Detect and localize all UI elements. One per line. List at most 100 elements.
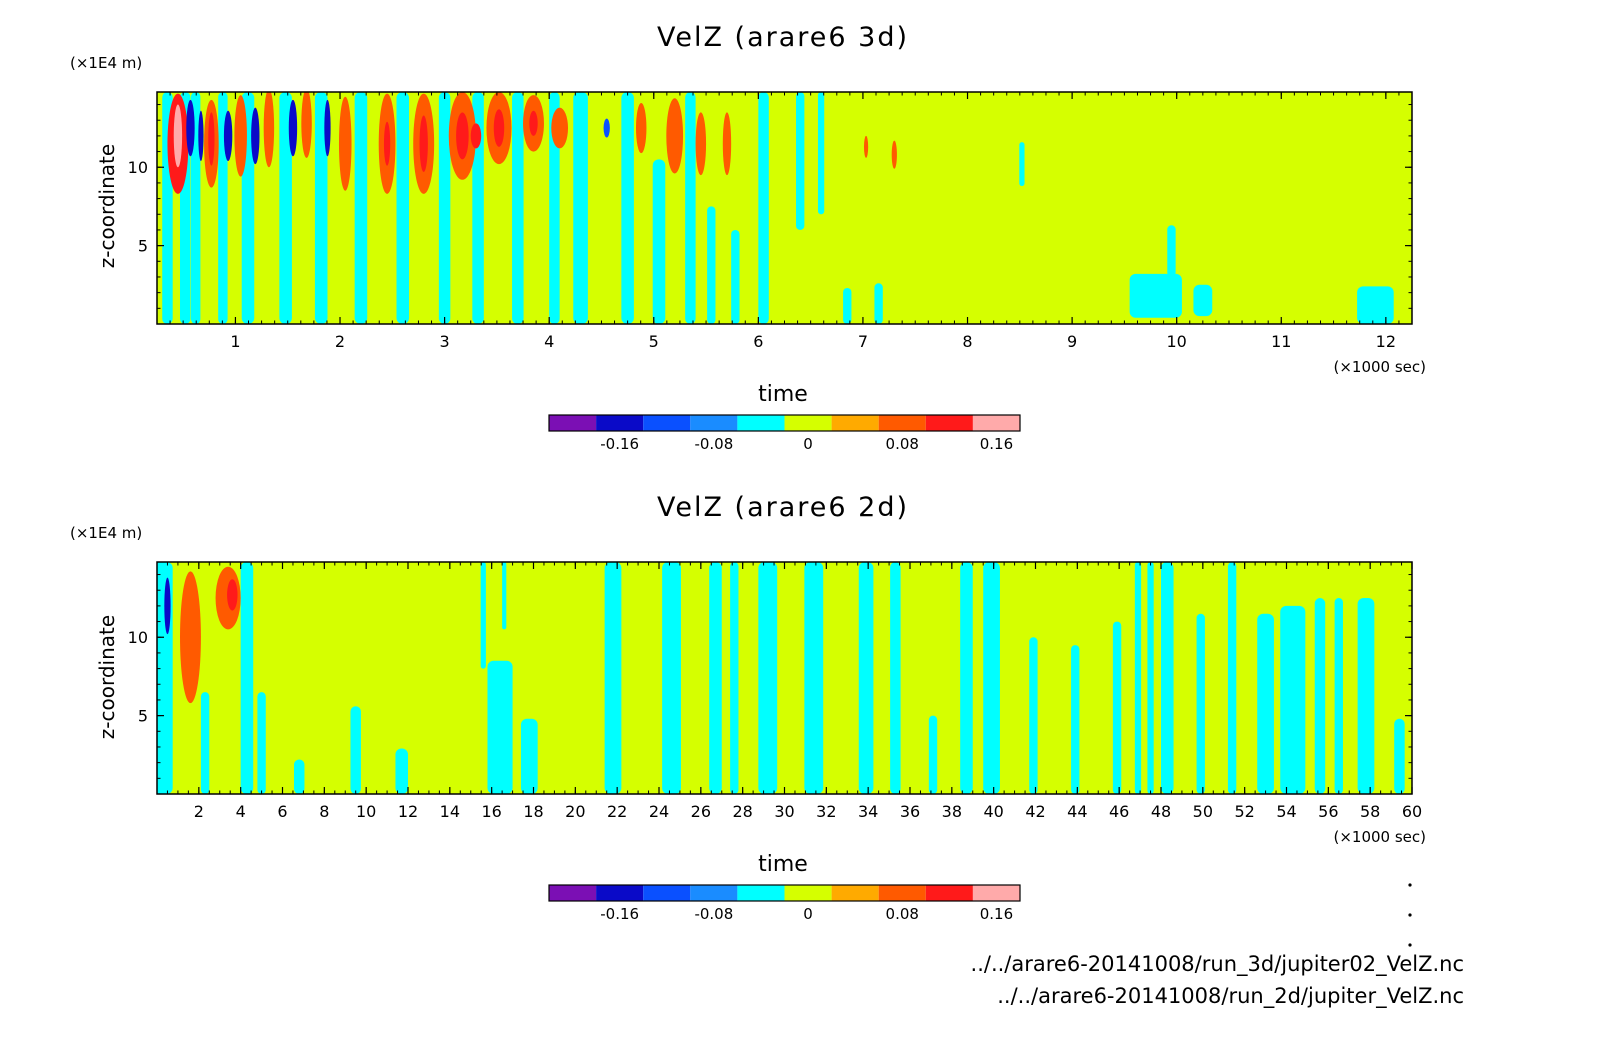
colorbar-swatch bbox=[972, 885, 1020, 901]
contour-blob bbox=[198, 110, 204, 161]
colorbar-swatch bbox=[549, 885, 597, 901]
contour-blob bbox=[419, 115, 428, 172]
x-tick-label: 20 bbox=[565, 802, 585, 821]
file-path-3d: ../../arare6-20141008/run_3d/jupiter02_V… bbox=[970, 952, 1464, 976]
x-axis-unit: (×1000 sec) bbox=[1333, 358, 1426, 376]
contour-stripe bbox=[1029, 637, 1038, 794]
margin-dots bbox=[1408, 883, 1412, 947]
colorbar-label: -0.16 bbox=[600, 435, 639, 453]
contour-stripe bbox=[1193, 284, 1213, 317]
contour-stripe bbox=[1071, 645, 1080, 794]
colorbar-swatch bbox=[878, 885, 926, 901]
dot-mark bbox=[1408, 913, 1412, 917]
colorbar-swatch bbox=[784, 885, 832, 901]
colorbar-label: 0.08 bbox=[886, 905, 919, 923]
contour-blob bbox=[891, 140, 897, 169]
colorbar-swatch bbox=[878, 415, 926, 431]
y-axis-label: z-coordinate bbox=[95, 615, 119, 739]
contour-stripe bbox=[502, 562, 507, 630]
contour-blob bbox=[263, 92, 275, 168]
x-tick-label: 44 bbox=[1067, 802, 1087, 821]
contour-blob bbox=[383, 121, 391, 166]
y-tick-label: 5 bbox=[138, 237, 148, 256]
contour-stripe bbox=[438, 92, 451, 324]
x-tick-label: 34 bbox=[858, 802, 878, 821]
x-tick-label: 3 bbox=[440, 332, 450, 351]
x-tick-label: 18 bbox=[523, 802, 543, 821]
contour-blob bbox=[695, 112, 707, 176]
contour-blob bbox=[301, 92, 312, 158]
colorbar-swatch bbox=[643, 885, 691, 901]
contour-stripe bbox=[314, 92, 328, 324]
contour-stripe bbox=[1314, 598, 1326, 794]
contour-stripe bbox=[817, 92, 825, 215]
y-tick-label: 10 bbox=[128, 628, 148, 647]
colorbar-label: -0.08 bbox=[694, 435, 733, 453]
colorbar-swatch bbox=[831, 415, 879, 431]
x-tick-label: 36 bbox=[900, 802, 920, 821]
colorbar-label: 0.16 bbox=[980, 905, 1013, 923]
y-tick-label: 10 bbox=[128, 158, 148, 177]
contour-blob bbox=[173, 104, 183, 168]
colorbar-label: 0 bbox=[803, 905, 813, 923]
x-tick-label: 28 bbox=[732, 802, 752, 821]
contour-stripe bbox=[200, 692, 210, 794]
x-tick-label: 24 bbox=[649, 802, 669, 821]
contour-stripe bbox=[730, 562, 739, 794]
x-tick-label: 12 bbox=[398, 802, 418, 821]
x-axis-label: time bbox=[758, 852, 808, 877]
contour-stripe bbox=[731, 229, 740, 324]
contour-stripe bbox=[1357, 286, 1394, 324]
x-tick-label: 50 bbox=[1193, 802, 1213, 821]
contour-blob bbox=[164, 577, 171, 635]
contour-blob bbox=[223, 110, 233, 161]
contour-blob bbox=[338, 96, 352, 191]
contour-stripe bbox=[395, 748, 408, 794]
contour-stripe bbox=[874, 283, 883, 324]
colorbar-swatch bbox=[690, 415, 738, 431]
x-tick-label: 10 bbox=[1167, 332, 1187, 351]
heatmap-field bbox=[157, 92, 1412, 324]
contour-stripe bbox=[858, 562, 874, 794]
x-tick-label: 38 bbox=[942, 802, 962, 821]
x-tick-label: 1 bbox=[230, 332, 240, 351]
contour-blob bbox=[208, 112, 215, 166]
y-tick-label: 5 bbox=[138, 707, 148, 726]
x-tick-label: 5 bbox=[649, 332, 659, 351]
x-tick-label: 54 bbox=[1276, 802, 1296, 821]
x-tick-label: 4 bbox=[544, 332, 554, 351]
x-tick-label: 12 bbox=[1376, 332, 1396, 351]
contour-blob bbox=[288, 99, 298, 157]
contour-stripe bbox=[709, 562, 722, 794]
colorbar-swatch bbox=[596, 885, 644, 901]
contour-stripe bbox=[1161, 562, 1174, 794]
x-axis-label: time bbox=[758, 382, 808, 407]
x-tick-label: 52 bbox=[1234, 802, 1254, 821]
heatmap-field bbox=[157, 562, 1412, 794]
contour-stripe bbox=[796, 92, 805, 230]
contour-stripe bbox=[294, 759, 305, 794]
contour-stripe bbox=[707, 206, 716, 324]
contour-stripe bbox=[1134, 562, 1142, 794]
contour-stripe bbox=[1257, 613, 1274, 794]
x-tick-label: 30 bbox=[774, 802, 794, 821]
x-tick-label: 32 bbox=[816, 802, 836, 821]
x-tick-label: 16 bbox=[481, 802, 501, 821]
contour-blob bbox=[666, 98, 684, 174]
contour-stripe bbox=[1167, 225, 1176, 277]
x-tick-label: 2 bbox=[194, 802, 204, 821]
colorbar-swatch bbox=[737, 885, 785, 901]
x-tick-label: 11 bbox=[1271, 332, 1291, 351]
x-tick-label: 8 bbox=[962, 332, 972, 351]
contour-stripe bbox=[1147, 562, 1154, 794]
panel-3d: VelZ (arare6 3d) (×1E4 m) (×1000 sec) ti… bbox=[70, 22, 1426, 453]
contour-stripe bbox=[520, 718, 538, 794]
contour-stripe bbox=[350, 706, 361, 794]
contour-stripe bbox=[279, 92, 292, 324]
colorbar-frame bbox=[548, 884, 1021, 902]
colorbar-label: 0 bbox=[803, 435, 813, 453]
colorbar-frame bbox=[548, 414, 1021, 432]
contour-blob bbox=[529, 110, 538, 136]
colorbar-swatch bbox=[972, 415, 1020, 431]
